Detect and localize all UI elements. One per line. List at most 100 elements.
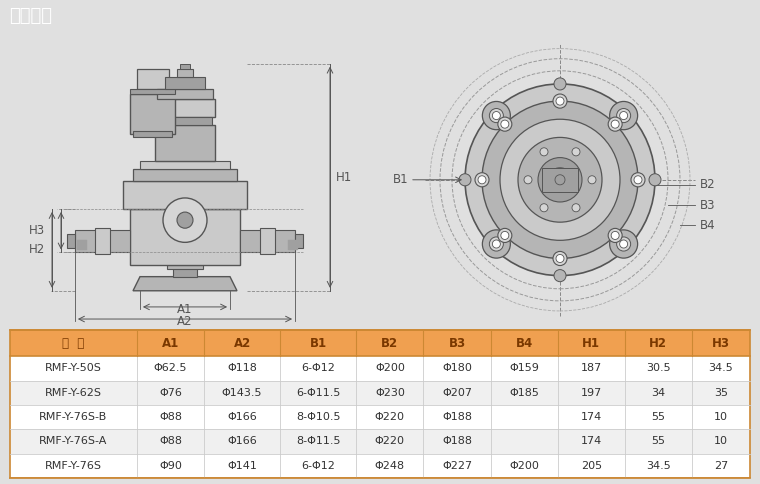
- Circle shape: [616, 237, 631, 251]
- Bar: [79, 241, 81, 250]
- Text: Φ185: Φ185: [509, 388, 539, 398]
- Text: 34: 34: [651, 388, 666, 398]
- Text: B4: B4: [700, 219, 716, 232]
- Bar: [10, 405, 750, 429]
- Circle shape: [177, 212, 193, 228]
- Circle shape: [616, 108, 631, 122]
- Text: Φ76: Φ76: [159, 388, 182, 398]
- Text: 30.5: 30.5: [646, 363, 670, 374]
- Bar: [133, 131, 172, 137]
- Bar: [173, 265, 197, 277]
- Text: H3: H3: [29, 224, 45, 237]
- Text: 6-Φ12: 6-Φ12: [301, 363, 335, 374]
- Text: Φ62.5: Φ62.5: [154, 363, 187, 374]
- Text: 35: 35: [714, 388, 728, 398]
- Text: Φ180: Φ180: [442, 363, 472, 374]
- Circle shape: [483, 102, 511, 130]
- Text: Φ220: Φ220: [375, 412, 405, 422]
- Text: 174: 174: [581, 412, 602, 422]
- Text: Φ230: Φ230: [375, 388, 405, 398]
- Text: 6-Φ12: 6-Φ12: [301, 461, 335, 471]
- Text: Φ141: Φ141: [227, 461, 257, 471]
- Text: 10: 10: [714, 437, 728, 446]
- Text: Φ248: Φ248: [375, 461, 405, 471]
- Circle shape: [572, 204, 580, 212]
- Text: 34.5: 34.5: [646, 461, 670, 471]
- Text: Φ188: Φ188: [442, 437, 472, 446]
- Bar: [95, 228, 110, 255]
- Text: 34.5: 34.5: [708, 363, 733, 374]
- Bar: [10, 356, 750, 380]
- Text: B4: B4: [515, 337, 533, 349]
- Bar: [130, 209, 240, 265]
- Text: B3: B3: [448, 337, 466, 349]
- Text: B1: B1: [392, 173, 408, 186]
- Bar: [292, 241, 293, 250]
- Bar: [260, 228, 275, 255]
- Bar: [155, 99, 215, 117]
- Bar: [158, 117, 212, 125]
- Bar: [85, 241, 87, 250]
- Circle shape: [524, 176, 532, 184]
- Bar: [155, 125, 215, 161]
- Text: 6-Φ11.5: 6-Φ11.5: [296, 388, 340, 398]
- Text: B2: B2: [700, 178, 716, 191]
- Bar: [130, 89, 175, 94]
- Circle shape: [548, 167, 572, 192]
- Text: 55: 55: [651, 437, 665, 446]
- Circle shape: [465, 84, 655, 276]
- Text: RMF-Y-76S-A: RMF-Y-76S-A: [40, 437, 108, 446]
- Text: 174: 174: [581, 437, 602, 446]
- Text: Φ88: Φ88: [159, 412, 182, 422]
- Circle shape: [649, 174, 661, 186]
- Text: Φ200: Φ200: [375, 363, 405, 374]
- Text: B3: B3: [700, 198, 715, 212]
- Text: 型  号: 型 号: [62, 337, 84, 349]
- Text: 187: 187: [581, 363, 602, 374]
- Text: Φ159: Φ159: [509, 363, 539, 374]
- Text: Φ90: Φ90: [159, 461, 182, 471]
- Text: Φ220: Φ220: [375, 437, 405, 446]
- Circle shape: [483, 230, 511, 258]
- Text: Φ118: Φ118: [227, 363, 257, 374]
- Text: RMF-Y-76S-B: RMF-Y-76S-B: [40, 412, 108, 422]
- Text: Φ166: Φ166: [227, 437, 257, 446]
- Circle shape: [500, 119, 620, 241]
- Circle shape: [608, 228, 622, 242]
- Text: 197: 197: [581, 388, 602, 398]
- Circle shape: [553, 251, 567, 266]
- Circle shape: [610, 102, 638, 130]
- Circle shape: [631, 173, 645, 187]
- Bar: [140, 161, 230, 169]
- Circle shape: [553, 94, 567, 108]
- Bar: [83, 241, 84, 250]
- Circle shape: [518, 137, 602, 222]
- Circle shape: [619, 240, 628, 248]
- Circle shape: [556, 255, 564, 262]
- Circle shape: [492, 240, 500, 248]
- Text: H2: H2: [649, 337, 667, 349]
- Bar: [290, 241, 292, 250]
- Circle shape: [554, 78, 566, 90]
- Text: Φ143.5: Φ143.5: [222, 388, 262, 398]
- Polygon shape: [133, 277, 237, 291]
- Circle shape: [554, 270, 566, 282]
- Bar: [81, 241, 83, 250]
- Text: A1: A1: [162, 337, 179, 349]
- Text: 外形尺寸: 外形尺寸: [9, 7, 52, 25]
- Bar: [77, 241, 78, 250]
- Circle shape: [482, 101, 638, 258]
- Circle shape: [572, 148, 580, 156]
- Bar: [123, 181, 247, 209]
- Text: 8-Φ10.5: 8-Φ10.5: [296, 412, 340, 422]
- Text: H2: H2: [29, 243, 45, 257]
- Circle shape: [619, 111, 628, 120]
- Circle shape: [611, 120, 619, 128]
- Circle shape: [459, 174, 471, 186]
- Text: RMF-Y-62S: RMF-Y-62S: [45, 388, 102, 398]
- Circle shape: [610, 230, 638, 258]
- Text: Φ200: Φ200: [509, 461, 539, 471]
- Bar: [67, 234, 75, 248]
- Circle shape: [501, 120, 509, 128]
- Text: Φ227: Φ227: [442, 461, 472, 471]
